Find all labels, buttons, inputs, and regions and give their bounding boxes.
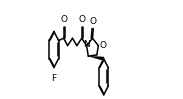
Text: O: O — [90, 17, 97, 26]
Text: F: F — [51, 74, 57, 83]
Text: O: O — [78, 15, 85, 24]
Text: O: O — [60, 15, 67, 24]
Text: O: O — [100, 41, 107, 50]
Polygon shape — [88, 56, 104, 60]
Text: N: N — [83, 40, 90, 49]
